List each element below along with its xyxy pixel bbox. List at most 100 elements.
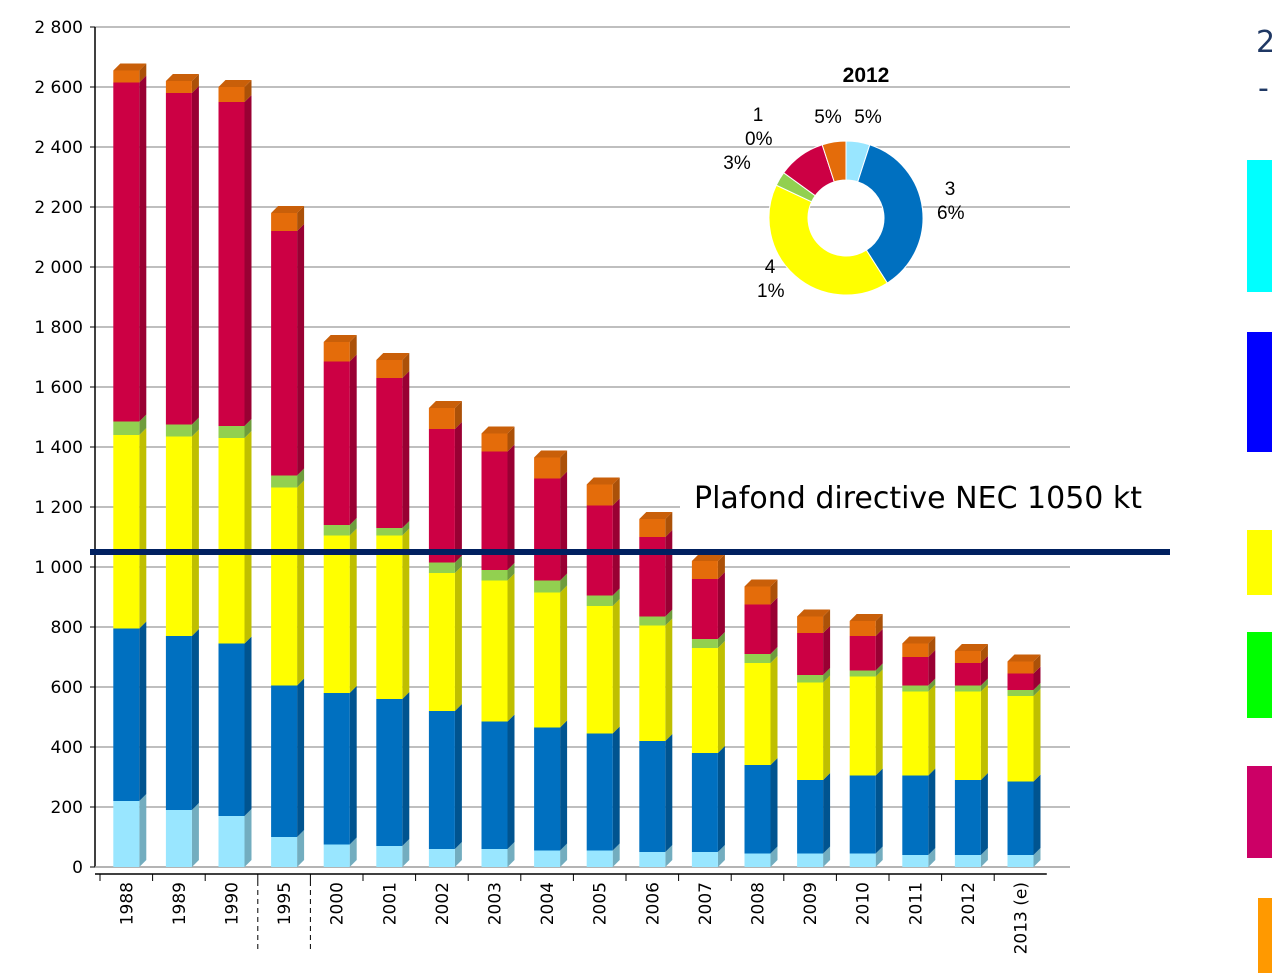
bar-side [770,846,778,867]
donut-label: 5% [854,107,882,128]
bar [376,535,403,699]
bar [218,87,245,102]
bar-top [534,450,568,458]
side-text: - [1258,71,1269,106]
bar-side [349,335,357,362]
bar [902,855,929,867]
y-tick-label: 0 [72,858,83,878]
bar [797,675,824,683]
bar-side [454,704,462,849]
bar-side [665,734,673,852]
bar-side [507,573,515,722]
x-tick-label: 2012 [959,882,979,925]
bar-side [980,684,988,780]
bar [639,519,666,537]
donut-slice [821,140,847,183]
bar-side [875,663,883,677]
bar-top [586,477,620,485]
bar [902,643,929,657]
bar-side [244,636,252,816]
bar-side [402,521,410,536]
bar [744,586,771,605]
bar [849,853,876,867]
bar-side [875,614,883,636]
reference-label-bg [680,472,1240,524]
bar-side [875,669,883,776]
bar-side [823,626,831,675]
bar-side [139,428,147,629]
bar [323,342,350,362]
bar-side [980,773,988,855]
bar [849,670,876,677]
bar [534,850,561,867]
bar-side [1033,654,1041,674]
bar [534,478,561,581]
bar [954,855,981,867]
bar-top [376,353,410,360]
bar-side [928,684,936,776]
bar-side [717,554,725,579]
bar [323,844,350,867]
bar [586,595,613,606]
bar-top [849,614,883,621]
bar [1007,661,1034,674]
y-tick-label: 800 [51,618,83,638]
bar [902,691,929,776]
bar [1007,855,1034,867]
bar-top [271,206,305,213]
y-tick-label: 2 600 [34,78,83,98]
bar [481,433,508,452]
bar-top [428,401,462,408]
bar [428,408,455,429]
x-tick-label: 2005 [591,882,611,925]
bar-side [139,621,147,801]
donut-label: 41% [757,257,785,302]
bar-side [297,206,305,231]
x-tick-label: 1988 [117,882,137,925]
bar-side [665,609,673,626]
bar-top [218,80,252,87]
y-tick-label: 1 600 [34,378,83,398]
bar-side [507,444,515,570]
bar [639,852,666,867]
bar-side [823,846,831,867]
bar-top [744,579,778,587]
bar-side [875,846,883,867]
x-tick-label: 2001 [380,882,400,925]
bar-side [980,848,988,867]
bar [113,801,140,867]
bar-side [1033,666,1041,690]
bar [691,579,718,639]
y-tick-label: 1 200 [34,498,83,518]
x-tick-label: 2006 [643,882,663,925]
bar-side [823,773,831,854]
plot: 0 200 400 600 800 1 000 1 200 1 400 1 600 1 800 2 … [34,18,1240,954]
bar-side [560,573,568,593]
y-tick-label: 2 400 [34,138,83,158]
donut-label-box: 5% [854,107,882,128]
x-tick-label: 2010 [854,882,874,925]
bar [113,628,140,801]
bar-side [297,224,305,476]
bar-side [823,668,831,683]
bar [218,438,245,644]
bar-side [717,632,725,648]
bar [113,435,140,629]
x-tick-label: 1990 [223,882,243,925]
x-tick-label: 2008 [749,882,769,925]
bar-side [560,585,568,728]
bar-top [323,335,357,342]
bar-side [297,480,305,686]
y-tick-label: 2 800 [34,18,83,38]
bar [428,711,455,849]
bar [954,651,981,663]
bar [376,360,403,378]
bar-side [1033,774,1041,855]
bar-side [1033,683,1041,696]
bar [849,676,876,776]
bar [849,621,876,636]
bar-side [928,768,936,855]
bar-side [454,566,462,711]
bar [639,741,666,852]
bar [1007,690,1034,696]
